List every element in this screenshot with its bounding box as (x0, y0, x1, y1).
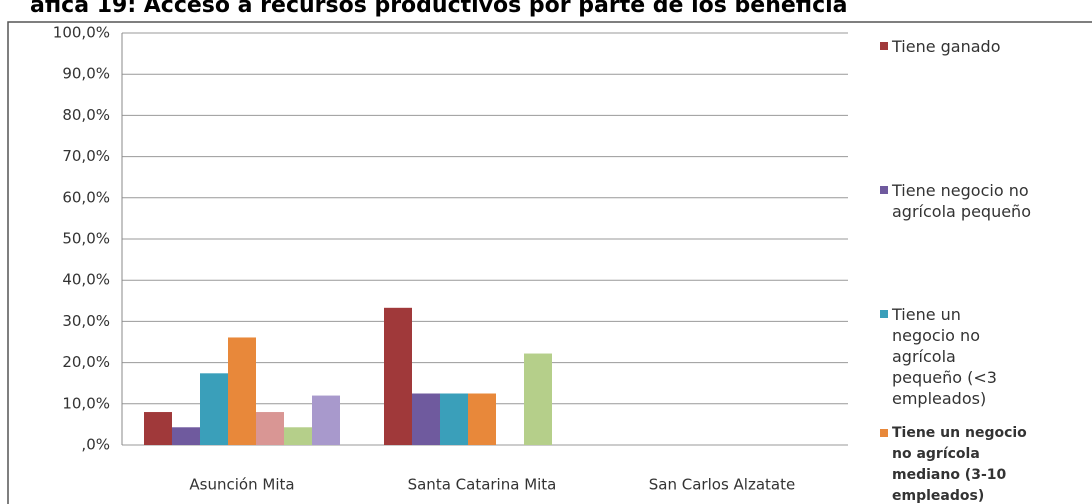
y-tick-label: ,0% (81, 436, 110, 454)
legend-entry: Tiene negocio no agrícola pequeño (880, 180, 1042, 222)
y-tick-label: 60,0% (62, 188, 110, 206)
bar (412, 393, 440, 445)
legend-swatch (880, 429, 888, 437)
y-tick-label: 90,0% (62, 65, 110, 83)
legend-entry: Tiene un negocio no agrícola mediano (3-… (880, 423, 1032, 504)
bar (172, 427, 200, 445)
legend-label: Tiene ganado (892, 37, 1001, 56)
legend-label: Tiene negocio no agrícola pequeño (892, 181, 1031, 221)
x-tick-label: Santa Catarina Mita (408, 476, 557, 494)
bar (144, 412, 172, 445)
legend-swatch (880, 186, 888, 194)
x-tick-label: San Carlos Alzatate (649, 476, 795, 494)
bar (440, 393, 468, 445)
y-tick-label: 10,0% (62, 394, 110, 412)
bar (312, 395, 340, 445)
bar (256, 412, 284, 445)
legend-swatch (880, 310, 888, 318)
y-tick-label: 40,0% (62, 271, 110, 289)
chart-border (7, 21, 1092, 504)
y-tick-label: 20,0% (62, 353, 110, 371)
chart-title: áfica 19: Acceso a recursos productivos … (30, 0, 848, 18)
y-tick-label: 100,0% (53, 24, 110, 42)
legend-label: Tiene un negocio no agrícola mediano (3-… (892, 425, 1027, 504)
x-tick-label: Asunción Mita (189, 476, 294, 494)
bar (524, 353, 552, 445)
y-tick-label: 70,0% (62, 147, 110, 165)
y-tick-label: 80,0% (62, 106, 110, 124)
y-tick-label: 50,0% (62, 230, 110, 248)
y-tick-label: 30,0% (62, 312, 110, 330)
legend-label: Tiene un negocio no agrícola pequeño (<3… (892, 305, 997, 408)
bar (468, 393, 496, 445)
bar (200, 373, 228, 445)
bar (284, 427, 312, 445)
bar (228, 337, 256, 445)
legend-entry: Tiene un negocio no agrícola pequeño (<3… (880, 304, 1007, 409)
legend-entry: Tiene ganado (880, 36, 1082, 57)
bar (384, 307, 412, 445)
legend-swatch (880, 42, 888, 50)
